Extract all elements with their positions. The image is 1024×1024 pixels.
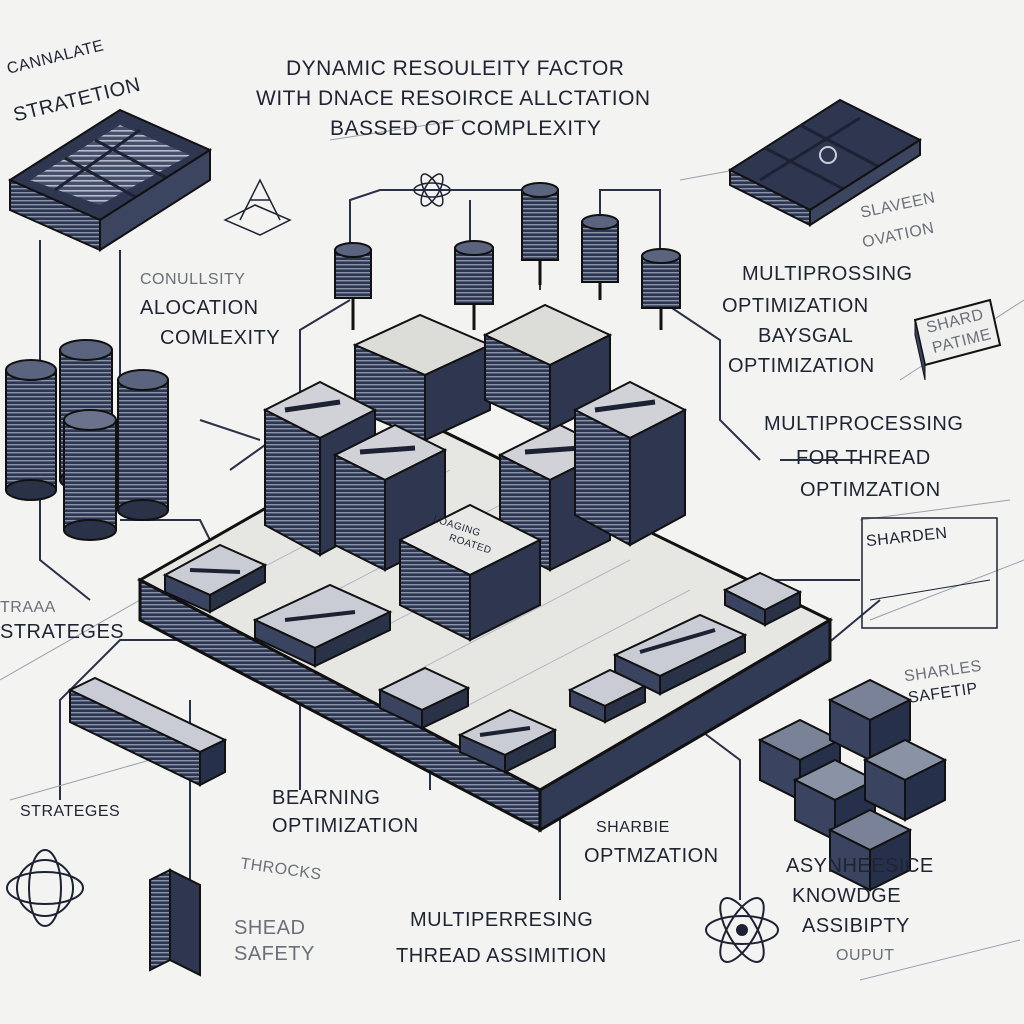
platform-module [252,583,393,668]
construction-lines [0,119,1024,981]
label-left-mid-3: COMLEXITY [160,327,281,349]
label-faint-left: TRAAA [0,599,56,616]
label-bottom-right-3: ASSIBIPTY [802,915,910,937]
database-cylinder [117,369,169,521]
processor-block [572,380,688,547]
top-node [641,248,681,330]
platform-module [457,708,558,774]
bottom-left-bracket [149,868,201,977]
title-line-1: DYNAMIC RESOULEITY FACTOR [286,57,625,80]
label-right-2a: MULTIPROSSING [742,263,913,285]
label-sharbie-1: SHARBIE [596,819,670,836]
label-right-3a: MULTIPROCESSING [764,413,964,435]
cube [827,678,913,762]
label-shead-2: SAFETY [234,943,315,965]
label-learning-2: OPTIMIZATION [272,815,419,837]
sharden-panel [861,517,998,629]
platform-module [722,571,803,627]
label-right-2c: BAYSGAL [758,325,854,347]
sketch-icon [223,178,292,236]
processor-center-block [397,503,543,642]
platform-modules [162,543,803,774]
label-right-3b: FOR THREAD [796,447,931,469]
label-bottom-right-2: KNOWDGE [792,885,902,907]
platform-module [162,543,268,614]
top-node [454,240,494,330]
top-node [581,214,619,300]
atom-icon [6,849,84,927]
label-bottom-right-1: ASYNHEESICE [786,855,934,877]
database-stack [5,339,169,541]
label-shead-1: SHEAD [234,917,306,939]
top-right-tile-block [727,98,923,227]
top-node [521,182,559,285]
small-atom-icon [413,173,451,207]
label-strategies-bottom: STRATEGES [20,803,121,820]
label-right-2b: OPTIMIZATION [722,295,869,317]
platform-module [567,668,648,724]
label-learning-1: BEARNING [272,787,381,809]
cube [862,738,948,822]
top-node-row [334,182,681,330]
processor-blocks [262,303,688,642]
platform-module [612,613,748,696]
top-node [334,242,372,330]
database-cylinder [5,359,57,501]
label-left-mid-1: CONULLSITY [140,271,246,288]
label-right-3c: OPTIMZATION [800,479,941,501]
molecule-icon [705,897,779,963]
shard-card [913,298,1002,381]
label-right-2d: OPTIMIZATION [728,355,875,377]
processor-block [352,313,493,442]
cube [827,808,913,892]
label-left-mid-2: ALOCATION [140,297,259,319]
title-line-3: BASSED OF COMPLEXITY [330,117,602,140]
top-left-tile-block [7,108,213,252]
title-line-2: WITH DNACE RESOIRCE ALLCTATION [256,87,651,110]
left-server-bar [67,676,228,787]
database-cylinder [63,409,117,541]
label-bottom-right-4: OUPUT [836,947,895,964]
label-bottom-center-2: THREAD ASSIMITION [396,945,607,967]
label-bottom-center-1: MULTIPERRESING [410,909,594,931]
label-strategies-left: STRATEGES [0,621,125,643]
platform-module [377,666,471,730]
label-sharbie-2: OPTMZATION [584,845,719,867]
cube-cluster [757,678,948,892]
